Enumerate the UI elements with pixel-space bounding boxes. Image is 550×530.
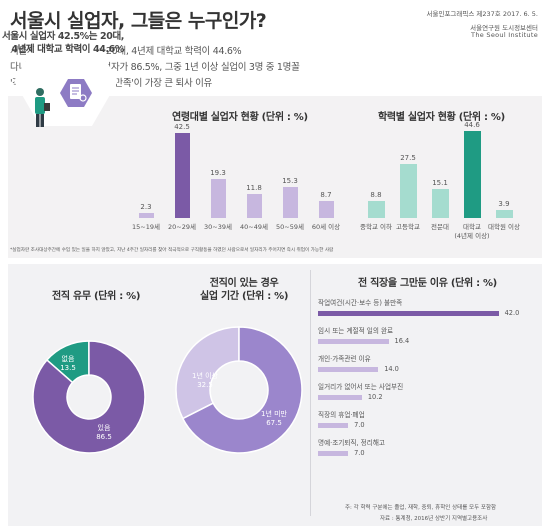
duration-title-line-2: 실업 기간 (단위 : %) [200, 291, 289, 302]
reason-bar [318, 451, 349, 456]
reason-chart-title: 전 직장을 그만둔 이유 (단위 : %) [358, 278, 497, 289]
duration-title-line-1: 전직이 있는 경우 [209, 278, 279, 289]
donut-slice-label: 1년 이상 32.5 [185, 372, 225, 390]
slice-category: 없음 [61, 355, 75, 363]
slice-value: 13.5 [60, 364, 76, 372]
reason-category-label: 작업여건(시간·보수 등) 불만족 [318, 299, 403, 307]
reason-value-label: 10.2 [367, 393, 383, 401]
hexagon-badge-icon [14, 36, 118, 127]
upper-panel [8, 96, 542, 258]
callout-text: 서울시 실업자 42.5%는 20대, 4년제 대학교 학력이 44.6% [0, 30, 124, 56]
reason-bar [318, 339, 389, 344]
institute-name-ko: 서울연구원 도시정보센터 [470, 24, 538, 32]
reason-bar [318, 367, 379, 372]
donut-slice-label: 없음 13.5 [48, 355, 88, 373]
institute-name-en: The Seoul Institute [471, 31, 538, 39]
job-seeker-person-icon [35, 88, 50, 127]
donut-slice [181, 326, 303, 454]
reason-bar [318, 423, 349, 428]
donut-slice [175, 326, 240, 420]
slice-value: 67.5 [266, 419, 282, 427]
slice-value: 32.5 [197, 381, 213, 389]
donut-slice-label: 있음 86.5 [84, 424, 124, 442]
reason-category-label: 개인·가족관련 이유 [318, 355, 371, 363]
footnote-source: 자료 : 통계청, 2016년 상반기 지역별고용조사 [380, 516, 488, 522]
slice-category: 1년 미만 [261, 410, 287, 418]
resume-document-icon [70, 84, 87, 102]
page-title: 서울시 실업자, 그들은 누구인가? [10, 10, 267, 32]
footnote-note: 주: 각 학력 구분에는 졸업, 재학, 중퇴, 휴학인 상태를 모두 포함함 [345, 505, 497, 511]
reason-value-label: 16.4 [394, 337, 410, 345]
callout-line-1: 서울시 실업자 42.5%는 20대, [1, 31, 124, 42]
reason-bar [318, 395, 362, 400]
reason-category-label: 명예·조기퇴직, 정리해고 [318, 439, 385, 447]
slice-value: 86.5 [96, 433, 112, 441]
slice-category: 있음 [97, 424, 111, 432]
previous-job-chart-title: 전직 유무 (단위 : %) [52, 291, 141, 302]
donut-slice-label: 1년 미만 67.5 [254, 410, 294, 428]
age-chart-title: 연령대별 실업자 현황 (단위 : %) [172, 112, 308, 123]
reason-value-label: 7.0 [354, 449, 365, 457]
education-chart-title: 학력별 실업자 현황 (단위 : %) [378, 112, 505, 123]
duration-chart-title: 전직이 있는 경우 실업 기간 (단위 : %) [200, 277, 288, 303]
donut-slice [32, 340, 146, 454]
slice-category: 1년 이상 [192, 372, 218, 380]
reason-value-label: 7.0 [354, 421, 365, 429]
panel-divider [310, 270, 311, 516]
summary-line-2: 다니던 직장을 그만둔 실업자가 86.5%, 그중 1년 이상 실업이 3명 … [10, 62, 300, 73]
reason-category-label: 임시 또는 계절적 일의 완료 [318, 327, 394, 335]
publication-line: 서울인포그래픽스 제237호 2017. 6. 5. [426, 10, 538, 18]
reason-value-label: 42.0 [504, 309, 520, 317]
reason-bar [318, 311, 499, 316]
reason-category-label: 일거리가 없어서 또는 사업부진 [318, 383, 404, 391]
reason-category-label: 직장의 휴업·폐업 [318, 411, 365, 419]
reason-value-label: 14.0 [384, 365, 399, 373]
summary-line-1: 서울시 실업자 42.5%는 20대, 4년제 대학교 학력이 44.6% [10, 46, 242, 57]
footnote-definition: *실업자란 조사대상주간에 수입 있는 일을 하지 않았고, 지난 4주간 일자… [10, 248, 334, 253]
callout-line-2: 4년제 대학교 학력이 44.6% [11, 44, 124, 55]
